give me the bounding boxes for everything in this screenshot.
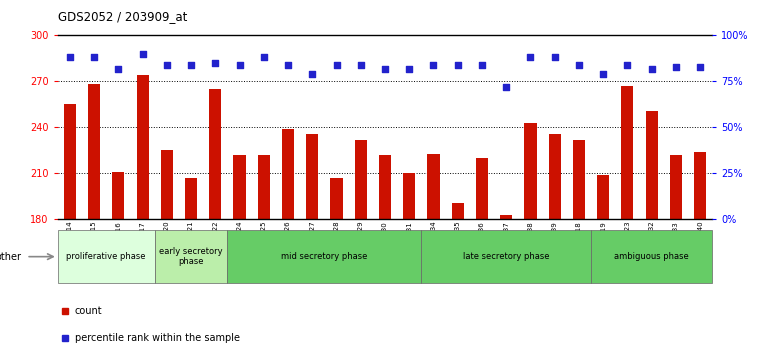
Bar	[155, 230, 227, 283]
Bar	[330, 178, 343, 219]
Point	[379, 66, 391, 72]
Bar	[452, 202, 464, 219]
Point	[136, 51, 149, 57]
Text: count: count	[75, 306, 102, 316]
Point	[209, 60, 222, 66]
Bar	[645, 110, 658, 219]
Bar	[427, 154, 440, 219]
Bar	[185, 178, 197, 219]
Bar	[421, 230, 591, 283]
Bar	[227, 230, 421, 283]
Point	[427, 62, 440, 68]
Bar	[548, 133, 561, 219]
Bar	[282, 129, 294, 219]
Bar	[233, 155, 246, 219]
Bar	[476, 158, 488, 219]
Bar	[670, 155, 682, 219]
Bar	[694, 152, 706, 219]
Text: ambiguous phase: ambiguous phase	[614, 252, 689, 261]
Bar	[500, 215, 512, 219]
Bar	[161, 150, 173, 219]
Point	[185, 62, 197, 68]
Text: mid secretory phase: mid secretory phase	[281, 252, 367, 261]
Point	[355, 62, 367, 68]
Point	[258, 55, 270, 60]
Point	[88, 55, 100, 60]
Text: proliferative phase: proliferative phase	[66, 252, 146, 261]
Point	[306, 71, 319, 77]
Point	[597, 71, 609, 77]
Point	[670, 64, 682, 69]
Point	[451, 62, 464, 68]
Text: other: other	[0, 252, 22, 262]
Bar	[88, 85, 100, 219]
Point	[330, 62, 343, 68]
Point	[645, 66, 658, 72]
Bar	[573, 140, 585, 219]
Point	[548, 55, 561, 60]
Bar	[355, 140, 367, 219]
Text: early secretory
phase: early secretory phase	[159, 247, 223, 266]
Point	[112, 66, 125, 72]
Point	[64, 55, 76, 60]
Point	[233, 62, 246, 68]
Bar	[591, 230, 712, 283]
Bar	[258, 155, 269, 219]
Bar	[403, 173, 415, 219]
Text: late secretory phase: late secretory phase	[463, 252, 550, 261]
Point	[524, 55, 537, 60]
Point	[694, 64, 706, 69]
Point	[621, 62, 634, 68]
Point	[282, 62, 294, 68]
Point	[476, 62, 488, 68]
Bar	[112, 172, 125, 219]
Point	[573, 62, 585, 68]
Bar	[621, 86, 634, 219]
Text: GDS2052 / 203909_at: GDS2052 / 203909_at	[58, 10, 187, 23]
Point	[403, 66, 415, 72]
Bar	[524, 123, 537, 219]
Bar	[597, 175, 609, 219]
Bar	[209, 89, 222, 219]
Bar	[64, 104, 76, 219]
Point	[161, 62, 173, 68]
Text: percentile rank within the sample: percentile rank within the sample	[75, 333, 239, 343]
Bar	[306, 133, 318, 219]
Bar	[379, 155, 391, 219]
Point	[500, 84, 512, 90]
Bar	[136, 75, 149, 219]
Bar	[58, 230, 155, 283]
